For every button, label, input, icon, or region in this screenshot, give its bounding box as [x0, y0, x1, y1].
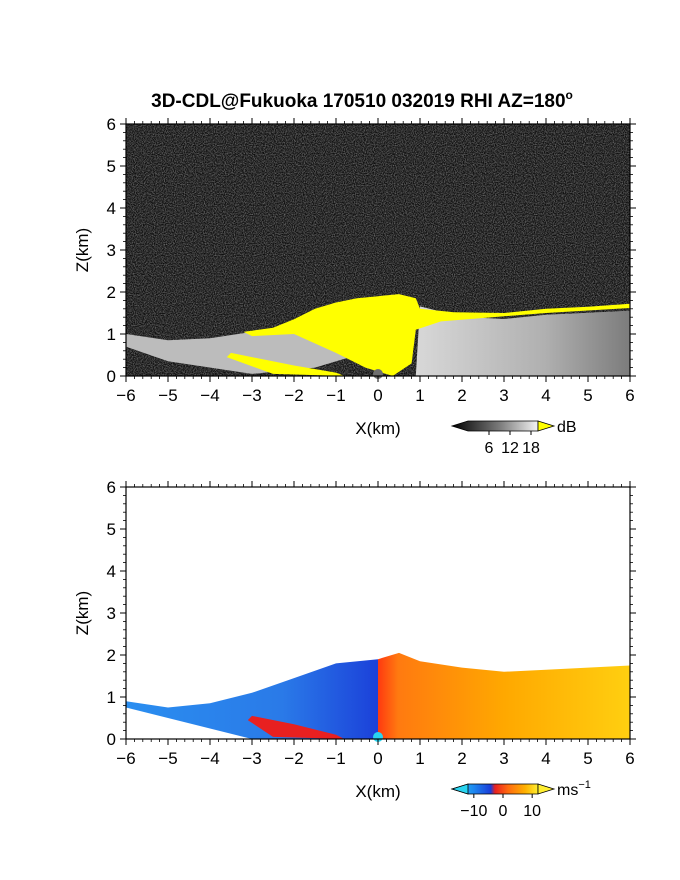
backscatter-right-region: [415, 306, 630, 376]
backscatter-ytick-label: 4: [107, 199, 116, 218]
backscatter-xtick-label: 4: [541, 386, 550, 405]
backscatter-ytick-label: 2: [107, 283, 116, 302]
velocity-ytick-label: 6: [107, 478, 116, 497]
velocity-field: [126, 652, 630, 742]
backscatter-ylabel: Z(km): [73, 228, 92, 272]
backscatter-xtick-label: 2: [457, 386, 466, 405]
backscatter-xtick-label: −3: [242, 386, 261, 405]
backscatter-xtick-label: −5: [158, 386, 177, 405]
backscatter-ytick-label: 1: [107, 325, 116, 344]
velocity-colorbar-tick-label: −10: [460, 803, 487, 820]
velocity-xtick-label: 2: [457, 749, 466, 768]
velocity-ytick-label: 3: [107, 604, 116, 623]
backscatter-colorbar-tick-label: 18: [522, 440, 540, 457]
backscatter-xtick-label: 1: [415, 386, 424, 405]
velocity-ytick-label: 0: [107, 730, 116, 749]
backscatter-ytick-label: 3: [107, 241, 116, 260]
velocity-xtick-label: −4: [200, 749, 219, 768]
backscatter-xtick-label: 0: [373, 386, 382, 405]
backscatter-axes: −6 −5 −4 −3 −2 −1 0 1 2 3 4 5 6 0 1 2 3 4 5 6: [107, 115, 636, 405]
velocity-xtick-label: −6: [116, 749, 135, 768]
backscatter-colorbar-max-arrow: [537, 420, 556, 432]
backscatter-bottom-edge: [226, 352, 345, 376]
figure-title: 3D-CDL@Fukuoka 170510 032019 RHI AZ=180o: [151, 88, 573, 112]
velocity-bottom-edge: [247, 715, 345, 739]
velocity-ytick-label: 4: [107, 562, 116, 581]
backscatter-left-layer: [126, 325, 357, 374]
velocity-colorbar: ms−1 −10 0 10: [450, 779, 591, 820]
backscatter-ytick-label: 0: [107, 367, 116, 386]
backscatter-field: [126, 294, 630, 379]
velocity-colorbar-tick-label: 10: [523, 803, 541, 820]
velocity-ylabel: Z(km): [73, 591, 92, 635]
backscatter-xtick-label: −1: [326, 386, 345, 405]
velocity-colorbar-unit: ms−1: [557, 779, 591, 799]
velocity-xtick-label: −5: [158, 749, 177, 768]
velocity-colorbar-min-arrow: [450, 783, 469, 795]
backscatter-xtick-label: 6: [625, 386, 634, 405]
backscatter-saturated-core: [243, 294, 630, 376]
velocity-xtick-label: −2: [284, 749, 303, 768]
velocity-xtick-label: 1: [415, 749, 424, 768]
velocity-approaching-region: [126, 659, 387, 739]
backscatter-xtick-label: −2: [284, 386, 303, 405]
velocity-axes: −6 −5 −4 −3 −2 −1 0 1 2 3 4 5 6 0 1 2 3 4 5 6: [107, 478, 636, 768]
velocity-xtick-label: −1: [326, 749, 345, 768]
backscatter-ytick-label: 5: [107, 157, 116, 176]
velocity-xtick-label: 6: [625, 749, 634, 768]
velocity-xtick-label: 0: [373, 749, 382, 768]
velocity-ytick-label: 2: [107, 646, 116, 665]
velocity-colorbar-max-arrow: [537, 783, 556, 795]
velocity-xtick-label: 5: [583, 749, 592, 768]
velocity-ytick-label: 5: [107, 520, 116, 539]
backscatter-colorbar-tick-label: 6: [485, 440, 494, 457]
velocity-colorbar-tick-label: 0: [499, 803, 508, 820]
backscatter-xtick-label: −4: [200, 386, 219, 405]
backscatter-ytick-label: 6: [107, 115, 116, 134]
backscatter-colorbar-unit: dB: [557, 419, 577, 436]
velocity-ytick-label: 1: [107, 688, 116, 707]
backscatter-xlabel: X(km): [355, 419, 400, 438]
backscatter-colorbar: dB 6 12 18: [450, 419, 577, 457]
backscatter-colorbar-body: [450, 420, 539, 432]
backscatter-xtick-label: −6: [116, 386, 135, 405]
backscatter-xtick-label: 3: [499, 386, 508, 405]
velocity-receding-region: [378, 652, 630, 739]
velocity-xtick-label: 3: [499, 749, 508, 768]
velocity-xlabel: X(km): [355, 782, 400, 801]
backscatter-colorbar-tick-label: 12: [501, 440, 519, 457]
backscatter-xtick-label: 5: [583, 386, 592, 405]
velocity-xtick-label: 4: [541, 749, 550, 768]
velocity-xtick-label: −3: [242, 749, 261, 768]
